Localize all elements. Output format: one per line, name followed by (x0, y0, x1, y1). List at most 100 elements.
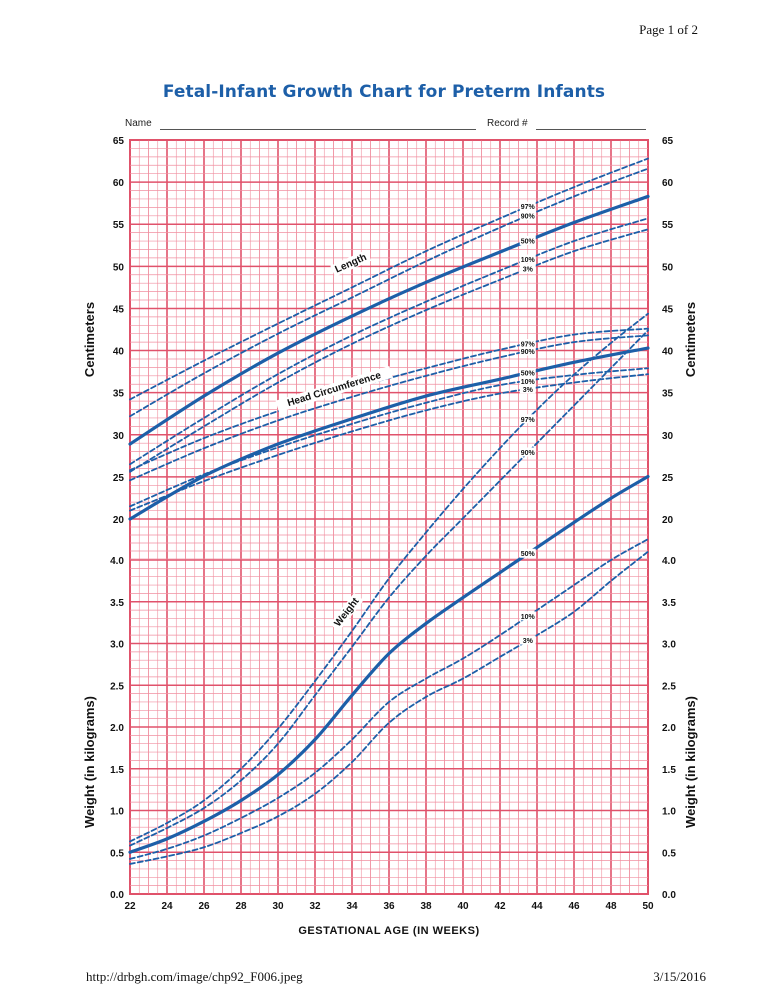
x-tick-label: 24 (161, 901, 173, 912)
y-tick-label-kg: 0.5 (662, 848, 676, 859)
percentile-label: 50% (521, 238, 536, 245)
chart-title: Fetal-Infant Growth Chart for Preterm In… (162, 82, 606, 102)
x-tick-label: 46 (568, 901, 580, 912)
curve-head-circumference-90pct (129, 334, 649, 482)
y-tick-label-kg: 1.0 (662, 807, 676, 818)
group-label-bg (275, 366, 393, 413)
y-tick-label-kg: 4.0 (110, 556, 124, 567)
y-tick-label-kg: 0.0 (110, 890, 124, 901)
y-tick-label-cm: 30 (113, 431, 125, 442)
x-tick-label: 32 (309, 901, 321, 912)
y-tick-label-cm: 35 (662, 389, 674, 400)
record-label: Record # (487, 118, 528, 129)
x-axis-label: GESTATIONAL AGE (IN WEEKS) (298, 925, 479, 937)
y-tick-label-cm: 30 (662, 431, 674, 442)
percentile-label: 10% (521, 614, 536, 621)
page-number: Page 1 of 2 (639, 22, 698, 37)
percentile-label: 90% (521, 349, 536, 356)
y-tick-label-kg: 3.0 (110, 640, 124, 651)
y-tick-label-cm: 50 (662, 262, 674, 273)
percentile-label-bg (519, 367, 536, 377)
x-tick-label: 42 (494, 901, 506, 912)
percentile-label-bg (519, 611, 536, 621)
y-tick-label-cm: 35 (113, 389, 125, 400)
chart-curves (128, 157, 650, 865)
footer-date: 3/15/2016 (653, 969, 706, 984)
y-tick-label-cm: 60 (662, 178, 674, 189)
curve-length-97pct (129, 157, 649, 401)
percentile-label: 97% (521, 417, 536, 424)
y-tick-label-kg: 1.0 (110, 807, 124, 818)
y-tick-label-cm: 65 (662, 136, 674, 147)
curve-weight-10pct (129, 538, 649, 860)
x-tick-label: 34 (346, 901, 358, 912)
y-tick-label-cm: 45 (113, 304, 125, 315)
percentile-label-bg (519, 414, 536, 424)
record-field-line (536, 129, 646, 130)
y-tick-label-kg: 4.0 (662, 556, 676, 567)
percentile-label-bg (519, 447, 536, 457)
y-tick-label-cm: 20 (113, 515, 125, 526)
y-tick-label-kg: 2.0 (110, 723, 124, 734)
x-tick-label: 22 (124, 901, 136, 912)
chart-axes: 20 20 25 25 30 30 35 35 40 40 45 45 50 50 55 55 60 60 65 65… (82, 136, 698, 937)
percentile-label-bg (519, 254, 536, 264)
chart-grid (129, 139, 649, 895)
curve-head-circumference-3pct (129, 373, 649, 512)
y-axis-label-cm: Centimeters (82, 302, 97, 377)
percentile-label: 90% (521, 213, 536, 220)
y-tick-label-cm: 20 (662, 515, 674, 526)
y-tick-label-cm: 55 (662, 220, 674, 231)
y-axis-label-kg: Weight (in kilograms) (683, 696, 698, 828)
percentile-label-bg (519, 264, 536, 274)
curve-head-circumference-10pct (129, 367, 649, 508)
y-tick-label-kg: 0.5 (110, 848, 124, 859)
percentile-label: 50% (521, 370, 536, 377)
curve-weight-3pct (129, 550, 649, 865)
x-tick-label: 38 (420, 901, 432, 912)
curve-weight-50pct (128, 474, 650, 854)
curve-length-50pct (128, 194, 650, 446)
y-tick-label-cm: 25 (662, 473, 674, 484)
percentile-label: 97% (521, 342, 536, 349)
x-tick-label: 50 (642, 901, 654, 912)
y-axis-label-cm: Centimeters (683, 302, 698, 377)
percentile-label-bg (519, 548, 536, 558)
y-tick-label-cm: 50 (113, 262, 125, 273)
group-label-bg (330, 249, 372, 277)
percentile-label-bg (519, 635, 536, 645)
curve-length-10pct (129, 217, 649, 466)
percentile-label-bg (519, 376, 536, 386)
name-field-line (160, 129, 476, 130)
curve-weight-90pct (129, 329, 649, 847)
y-tick-label-kg: 2.5 (110, 681, 124, 692)
x-tick-label: 48 (605, 901, 617, 912)
curve-length-90pct (129, 167, 649, 418)
y-tick-label-cm: 40 (662, 347, 674, 358)
y-tick-label-kg: 1.5 (110, 765, 124, 776)
percentile-label-bg (519, 235, 536, 245)
x-tick-label: 44 (531, 901, 543, 912)
y-tick-label-kg: 1.5 (662, 765, 676, 776)
curve-head-circumference-50pct (128, 346, 650, 521)
x-tick-label: 30 (272, 901, 284, 912)
y-tick-label-cm: 25 (113, 473, 125, 484)
percentile-label: 3% (523, 638, 534, 645)
y-tick-label-kg: 2.0 (662, 723, 676, 734)
curve-weight-97pct (129, 312, 649, 843)
y-tick-label-cm: 40 (113, 347, 125, 358)
percentile-label: 10% (521, 379, 536, 386)
y-tick-label-cm: 55 (113, 220, 125, 231)
y-tick-label-kg: 2.5 (662, 681, 676, 692)
percentile-label-bg (519, 210, 536, 220)
y-tick-label-kg: 3.0 (662, 640, 676, 651)
x-tick-label: 36 (383, 901, 395, 912)
percentile-label-bg (519, 339, 536, 349)
x-tick-label: 40 (457, 901, 469, 912)
x-tick-label: 28 (235, 901, 247, 912)
x-tick-label: 26 (198, 901, 210, 912)
percentile-label-bg (519, 201, 536, 211)
y-axis-label-kg: Weight (in kilograms) (82, 696, 97, 828)
percentile-label: 90% (521, 450, 536, 457)
